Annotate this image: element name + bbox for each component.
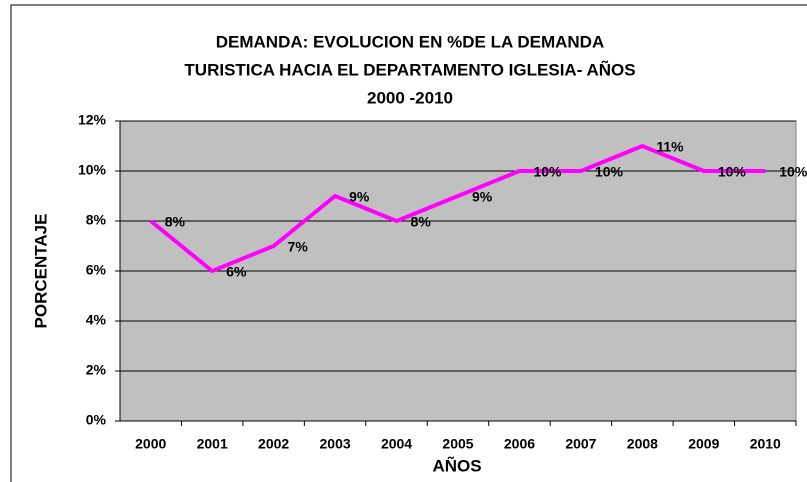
y-tick-label: 0% <box>86 412 107 428</box>
x-tick-label: 2003 <box>320 436 351 452</box>
data-label: 8% <box>165 214 186 230</box>
data-label: 9% <box>472 189 493 205</box>
y-tick-label: 4% <box>86 312 107 328</box>
x-tick-label: 2006 <box>504 436 535 452</box>
x-tick-label: 2007 <box>565 436 596 452</box>
data-label: 9% <box>349 189 370 205</box>
data-label: 7% <box>288 239 309 255</box>
data-label: 8% <box>411 214 432 230</box>
x-tick-label: 2009 <box>688 436 719 452</box>
data-label: 10% <box>595 164 624 180</box>
x-axis-title: AÑOS <box>432 455 481 475</box>
y-tick-label: 10% <box>78 162 107 178</box>
y-axis-title: PORCENTAJE <box>31 214 50 329</box>
y-tick-label: 8% <box>86 212 107 228</box>
chart-title: DEMANDA: EVOLUCION EN %DE LA DEMANDA <box>216 32 605 51</box>
x-tick-label: 2000 <box>135 436 166 452</box>
data-label: 10% <box>718 164 747 180</box>
chart-title: TURISTICA HACIA EL DEPARTAMENTO IGLESIA-… <box>184 59 635 79</box>
data-label: 11% <box>656 139 684 155</box>
data-label: 10% <box>779 164 807 180</box>
y-tick-label: 12% <box>78 112 107 128</box>
y-tick-label: 2% <box>86 362 107 378</box>
x-tick-label: 2002 <box>258 436 289 452</box>
x-tick-label: 2001 <box>197 436 228 452</box>
data-line <box>149 143 766 274</box>
x-tick-label: 2005 <box>442 436 473 452</box>
chart-title: 2000 -2010 <box>367 88 453 107</box>
y-tick-label: 6% <box>86 262 107 278</box>
data-label: 6% <box>226 264 247 280</box>
x-tick-label: 2008 <box>627 436 658 452</box>
data-label: 10% <box>533 164 562 180</box>
x-tick-label: 2004 <box>381 436 412 452</box>
x-tick-label: 2010 <box>750 436 781 452</box>
